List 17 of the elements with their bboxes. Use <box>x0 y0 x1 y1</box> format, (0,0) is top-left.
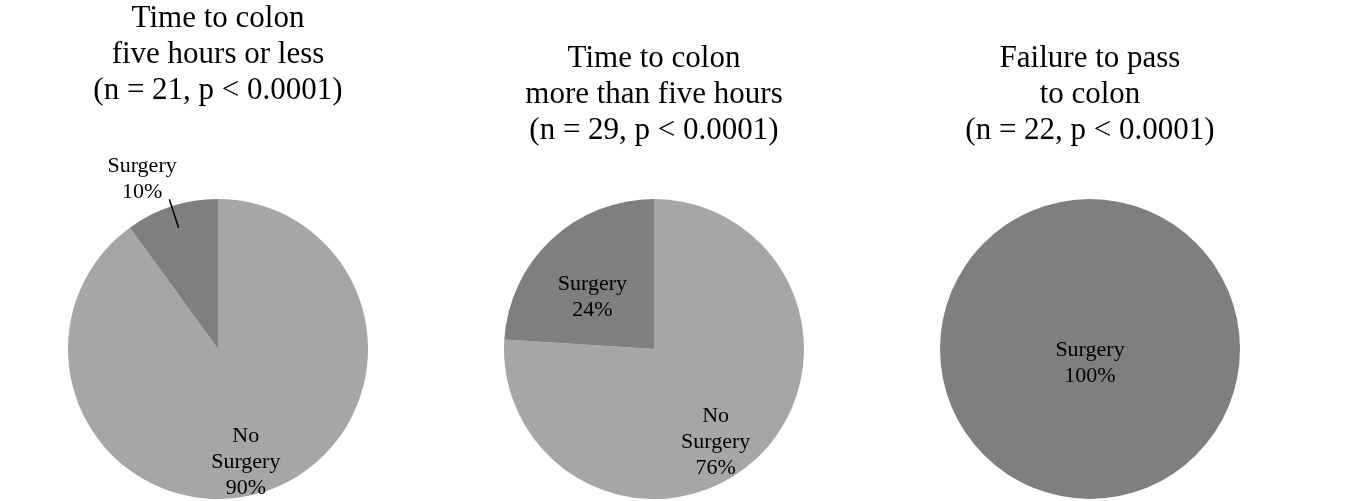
data-label: 10% <box>121 178 163 204</box>
data-label: 76% <box>695 453 736 479</box>
data-label: 100% <box>1064 362 1116 387</box>
chart-title: Time to colon more than five hours (n = 29, p < 0.0001) <box>525 39 783 146</box>
slice-label: No Surgery <box>211 421 281 473</box>
slice-label: No Surgery <box>680 401 751 453</box>
data-label: 24% <box>572 296 613 322</box>
slice-label: Surgery <box>557 270 628 296</box>
pie-slice <box>504 199 654 349</box>
chart-title: Failure to pass to colon (n = 22, p < 0.0001) <box>965 39 1215 146</box>
pie-slice <box>129 199 218 349</box>
slice-label: Surgery <box>1055 336 1125 361</box>
pie-slice <box>68 199 368 499</box>
slice-label: Surgery <box>107 152 177 178</box>
data-label: 90% <box>225 473 266 499</box>
pie-slice <box>504 199 804 499</box>
chart-title: Time to colon five hours or less (n = 21, p < 0.0001) <box>93 0 343 107</box>
